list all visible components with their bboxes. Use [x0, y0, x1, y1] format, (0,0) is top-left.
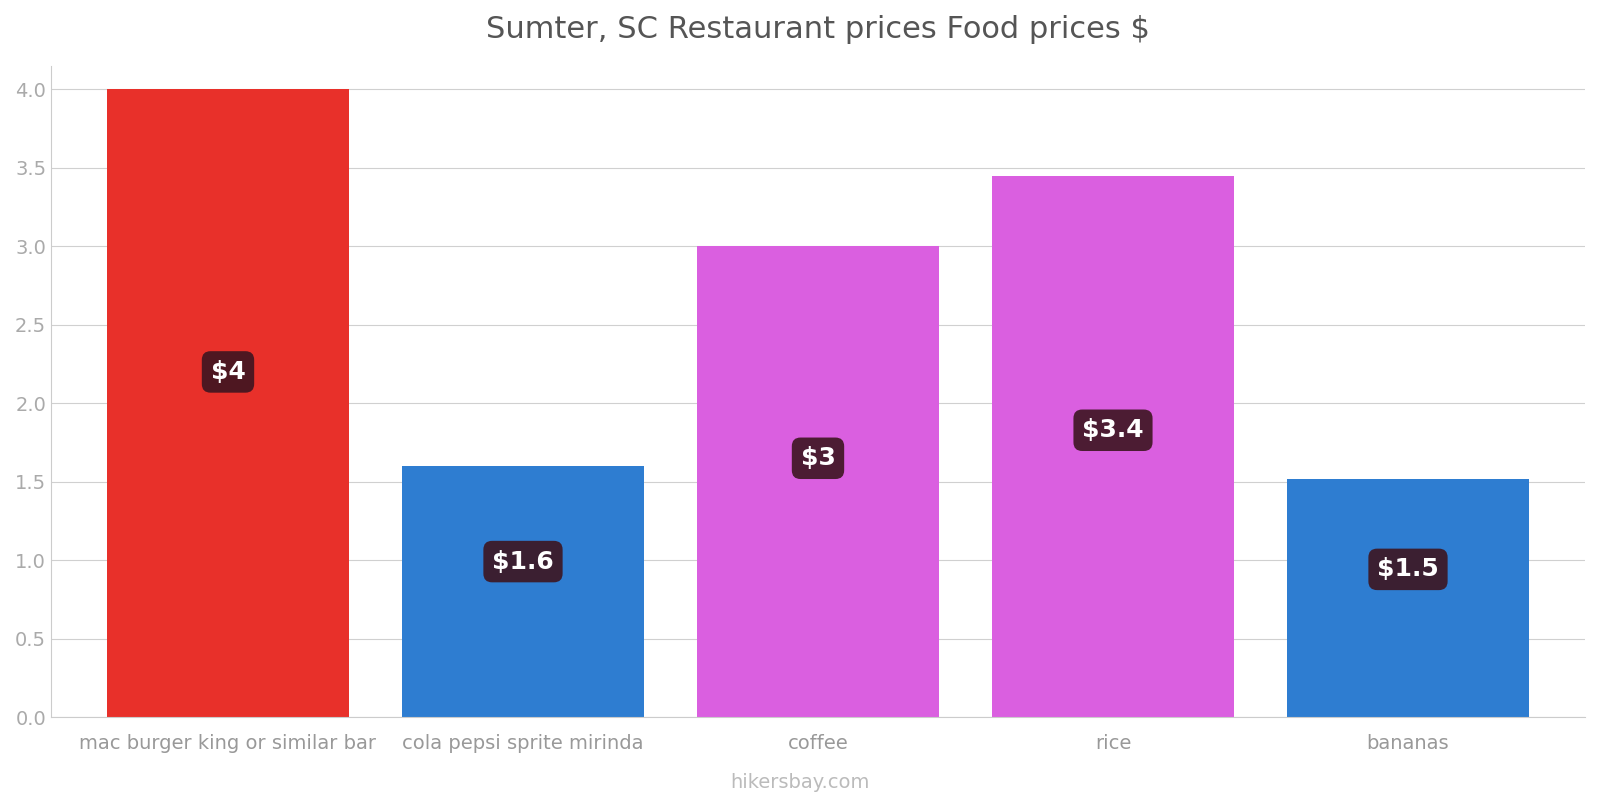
Text: $4: $4 [211, 360, 245, 384]
Text: $1.5: $1.5 [1378, 558, 1438, 582]
Text: $3.4: $3.4 [1082, 418, 1144, 442]
Text: $1.6: $1.6 [493, 550, 554, 574]
Bar [992, 176, 1234, 718]
Text: $3: $3 [800, 446, 835, 470]
Bar [698, 246, 939, 718]
Title: Sumter, SC Restaurant prices Food prices $: Sumter, SC Restaurant prices Food prices… [486, 15, 1150, 44]
Bar [402, 466, 643, 718]
Bar [1286, 478, 1530, 718]
Text: hikersbay.com: hikersbay.com [730, 773, 870, 792]
Bar [107, 90, 349, 718]
